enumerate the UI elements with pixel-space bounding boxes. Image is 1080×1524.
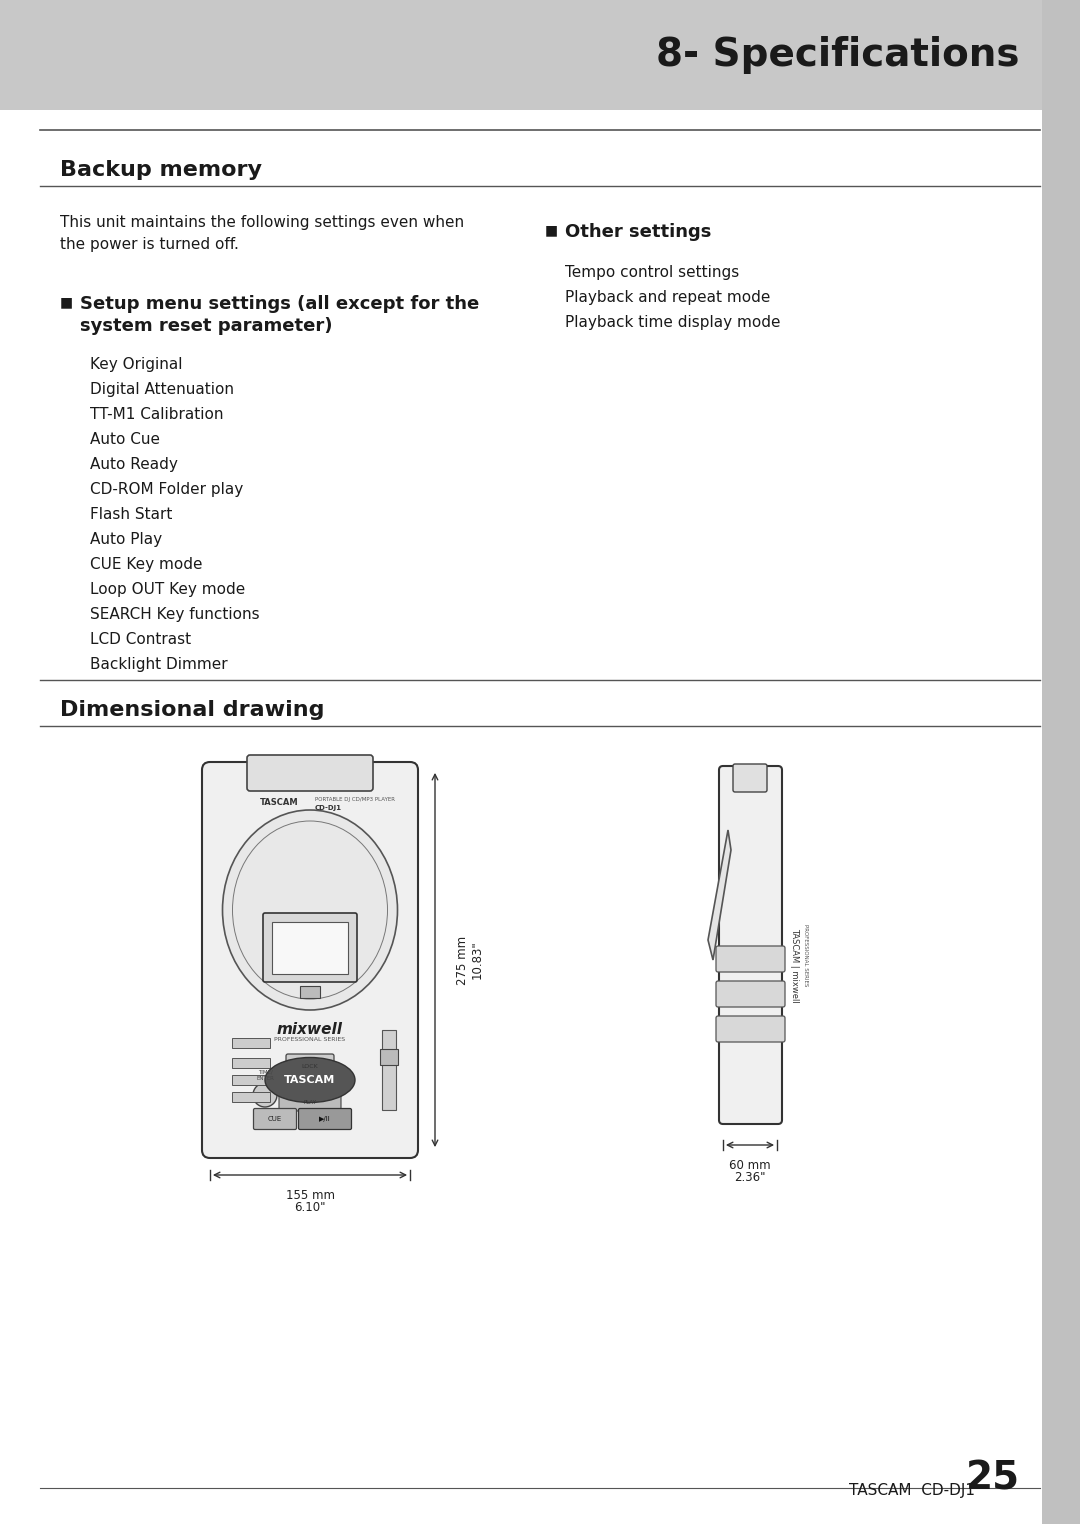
Ellipse shape <box>222 809 397 1010</box>
FancyBboxPatch shape <box>202 762 418 1158</box>
FancyBboxPatch shape <box>719 767 782 1125</box>
Bar <box>1042 0 1080 1524</box>
Text: 25: 25 <box>966 1460 1020 1498</box>
Text: CD-DJ1: CD-DJ1 <box>315 805 342 811</box>
Text: This unit maintains the following settings even when: This unit maintains the following settin… <box>60 215 464 230</box>
FancyBboxPatch shape <box>247 754 373 791</box>
Text: Key Original: Key Original <box>90 357 183 372</box>
Text: Backup memory: Backup memory <box>60 160 262 180</box>
Text: CD-ROM Folder play: CD-ROM Folder play <box>90 482 243 497</box>
Text: Dimensional drawing: Dimensional drawing <box>60 700 324 719</box>
Text: 2.36": 2.36" <box>734 1170 766 1184</box>
Text: 6.10": 6.10" <box>294 1201 326 1215</box>
Text: TASCAM | mixwell: TASCAM | mixwell <box>791 928 799 1003</box>
Bar <box>232 1093 270 1102</box>
Text: Flash Start: Flash Start <box>90 507 173 523</box>
Bar <box>300 986 320 998</box>
Text: ■: ■ <box>60 296 73 309</box>
Text: Backlight Dimmer: Backlight Dimmer <box>90 657 228 672</box>
Bar <box>232 1058 270 1068</box>
FancyBboxPatch shape <box>254 1108 297 1129</box>
Text: Other settings: Other settings <box>565 223 712 241</box>
Bar <box>232 1074 270 1085</box>
Text: Auto Ready: Auto Ready <box>90 457 178 472</box>
FancyBboxPatch shape <box>279 1096 341 1111</box>
Text: PROFESSIONAL SERIES: PROFESSIONAL SERIES <box>802 924 808 986</box>
Text: ENTER: ENTER <box>256 1076 274 1081</box>
Text: TASCAM: TASCAM <box>284 1074 336 1085</box>
FancyBboxPatch shape <box>264 913 357 981</box>
FancyBboxPatch shape <box>286 1055 334 1081</box>
Text: LOCK: LOCK <box>301 1064 319 1068</box>
Text: Digital Attenuation: Digital Attenuation <box>90 383 234 396</box>
Text: TT-M1 Calibration: TT-M1 Calibration <box>90 407 224 422</box>
FancyBboxPatch shape <box>298 1108 351 1129</box>
Text: Setup menu settings (all except for the: Setup menu settings (all except for the <box>80 296 480 312</box>
Text: mixwell: mixwell <box>276 1023 343 1036</box>
Text: Auto Play: Auto Play <box>90 532 162 547</box>
Text: 155 mm: 155 mm <box>285 1189 335 1202</box>
Polygon shape <box>708 831 731 960</box>
FancyBboxPatch shape <box>716 1017 785 1042</box>
Text: system reset parameter): system reset parameter) <box>80 317 333 335</box>
Bar <box>380 1049 399 1065</box>
Text: CUE: CUE <box>268 1116 282 1122</box>
Text: 275 mm: 275 mm <box>457 936 470 985</box>
Text: SEARCH Key functions: SEARCH Key functions <box>90 607 259 622</box>
Text: PROFESSIONAL SERIES: PROFESSIONAL SERIES <box>274 1036 346 1042</box>
Text: Playback time display mode: Playback time display mode <box>565 315 781 331</box>
Text: ■: ■ <box>545 223 558 238</box>
Text: TASCAM  CD-DJ1: TASCAM CD-DJ1 <box>849 1483 975 1498</box>
Text: PLAY: PLAY <box>303 1100 316 1105</box>
Text: ▶/II: ▶/II <box>319 1116 330 1122</box>
Text: CUE Key mode: CUE Key mode <box>90 556 203 572</box>
Text: 10.83": 10.83" <box>471 940 484 980</box>
Text: Playback and repeat mode: Playback and repeat mode <box>565 290 770 305</box>
Text: the power is turned off.: the power is turned off. <box>60 238 239 251</box>
Text: 60 mm: 60 mm <box>729 1158 771 1172</box>
Ellipse shape <box>253 1084 276 1106</box>
Bar <box>232 1038 270 1049</box>
Bar <box>272 922 348 974</box>
Bar <box>0 0 1080 110</box>
Bar <box>382 1030 396 1109</box>
Text: LCD Contrast: LCD Contrast <box>90 632 191 648</box>
FancyBboxPatch shape <box>733 764 767 792</box>
Text: TIME/: TIME/ <box>258 1070 272 1074</box>
Text: 8- Specifications: 8- Specifications <box>657 37 1020 75</box>
Text: PORTABLE DJ CD/MP3 PLAYER: PORTABLE DJ CD/MP3 PLAYER <box>315 797 395 802</box>
FancyBboxPatch shape <box>716 981 785 1007</box>
Text: Auto Cue: Auto Cue <box>90 431 160 447</box>
Text: Tempo control settings: Tempo control settings <box>565 265 739 280</box>
FancyBboxPatch shape <box>716 946 785 972</box>
Text: TASCAM: TASCAM <box>260 799 299 808</box>
Ellipse shape <box>265 1058 355 1102</box>
Text: Loop OUT Key mode: Loop OUT Key mode <box>90 582 245 597</box>
